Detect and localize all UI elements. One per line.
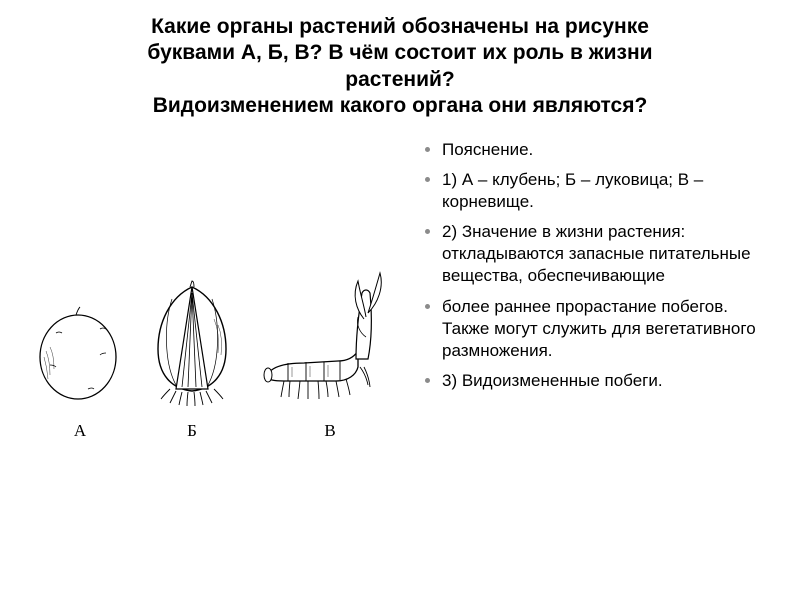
- title-line-1: Какие органы растений обозначены на рису…: [151, 15, 649, 38]
- bulb-icon: [144, 279, 240, 409]
- bullet-text: более раннее прорастание побегов. Также …: [442, 297, 756, 360]
- tuber-icon: [36, 299, 124, 409]
- bullet-text: Пояснение.: [442, 140, 533, 159]
- subfig-b: Б: [144, 279, 240, 441]
- bullet-text: 1) А – клубень; Б – луковица; В – корнев…: [442, 170, 703, 211]
- rhizome-icon: [260, 259, 400, 409]
- list-item: 1) А – клубень; Б – луковица; В – корнев…: [442, 169, 772, 213]
- list-item: 2) Значение в жизни растения: откладываю…: [442, 221, 772, 287]
- figure-column: А: [28, 139, 408, 441]
- title-line-4: Видоизменением какого органа они являютс…: [153, 94, 648, 117]
- bullet-text: 2) Значение в жизни растения: откладываю…: [442, 222, 751, 285]
- text-column: Пояснение. 1) А – клубень; Б – луковица;…: [408, 139, 772, 441]
- bullet-text: 3) Видоизмененные побеги.: [442, 371, 663, 390]
- title-line-3: растений?: [345, 68, 454, 91]
- bullet-list: Пояснение. 1) А – клубень; Б – луковица;…: [426, 139, 772, 392]
- subfig-b-label: Б: [187, 421, 197, 441]
- content-row: А: [28, 139, 772, 441]
- figure-wrap: А: [28, 259, 408, 441]
- list-item: 3) Видоизмененные побеги.: [442, 370, 772, 392]
- slide: Какие органы растений обозначены на рису…: [0, 0, 800, 600]
- subfig-c: В: [260, 259, 400, 441]
- title-line-2: буквами А, Б, В? В чём состоит их роль в…: [147, 41, 652, 64]
- page-title: Какие органы растений обозначены на рису…: [28, 14, 772, 119]
- subfig-a: А: [36, 299, 124, 441]
- subfig-a-label: А: [74, 421, 86, 441]
- list-item: более раннее прорастание побегов. Также …: [442, 296, 772, 362]
- list-item: Пояснение.: [442, 139, 772, 161]
- subfig-c-label: В: [324, 421, 335, 441]
